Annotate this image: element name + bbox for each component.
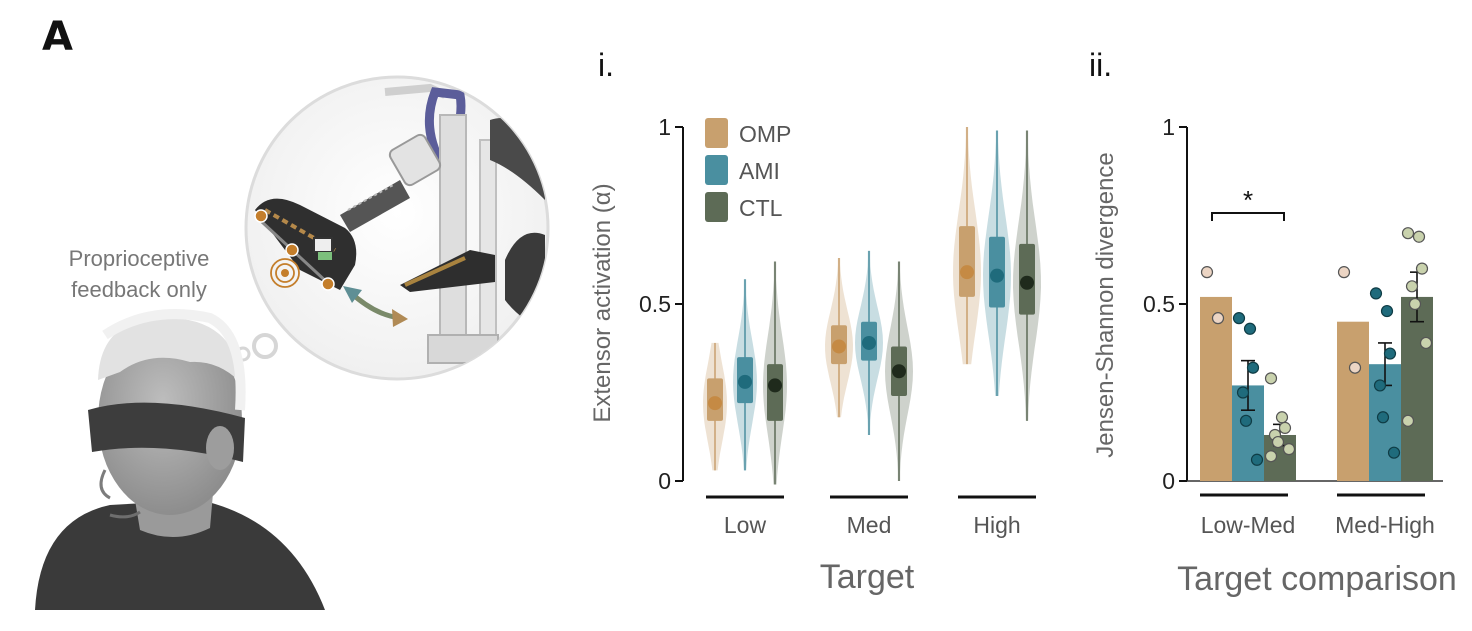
motion-arrow-icon [343, 286, 408, 327]
data-point [1401, 414, 1415, 427]
x-tick-label: Med-High [1335, 512, 1435, 538]
robot-device-illustration [254, 83, 545, 371]
data-point [1236, 386, 1250, 399]
data-point [1401, 227, 1415, 240]
data-point [1264, 450, 1278, 463]
data-point [1380, 304, 1394, 318]
significance-label: * [1243, 185, 1253, 215]
data-point [1282, 443, 1296, 456]
legend-swatch-ami [705, 155, 728, 185]
data-point [1337, 266, 1351, 279]
panel-i-label: i. [598, 47, 614, 83]
median-point [862, 335, 876, 350]
data-point [1278, 421, 1292, 434]
data-point [1415, 262, 1429, 275]
median-point [892, 364, 906, 379]
y-tick-label: 0.5 [1143, 291, 1175, 317]
median-point [768, 378, 782, 393]
data-point [1412, 230, 1426, 243]
illustration: Proprioceptive feedback only [35, 75, 550, 610]
significance-bracket [1211, 212, 1285, 221]
data-point [1405, 280, 1419, 293]
y-tick-label: 0 [658, 468, 671, 494]
y-axis-title: Extensor activation (α) [589, 183, 616, 422]
legend-label-omp: OMP [739, 121, 791, 147]
data-point [1200, 266, 1214, 279]
data-point [1271, 435, 1285, 449]
data-point [1408, 297, 1422, 311]
x-tick-label: Med [847, 512, 892, 538]
y-tick-label: 1 [658, 114, 671, 140]
violin-chart: 0 0.5 1 Low Med High Extensor activation (α)… [589, 114, 1041, 596]
data-point [1243, 322, 1257, 335]
data-point [1383, 347, 1397, 360]
x-axis-title: Target comparison [1177, 560, 1457, 598]
data-point [1264, 372, 1278, 385]
data-point [1246, 361, 1260, 374]
data-point [1369, 287, 1383, 300]
data-point [1275, 411, 1289, 424]
y-axis-title: Jensen-Shannon divergence [1092, 152, 1119, 458]
data-point [1211, 312, 1225, 325]
data-point [1387, 446, 1401, 459]
median-point [832, 339, 846, 354]
x-axis-title: Target [820, 558, 915, 596]
x-tick-label: Low [724, 512, 767, 538]
panel-ii-label: ii. [1089, 47, 1112, 83]
caption-line-1: Proprioceptive [69, 246, 210, 271]
data-point [1373, 379, 1387, 392]
median-point [708, 396, 722, 411]
data-point [1250, 453, 1264, 466]
y-tick-label: 0 [1162, 468, 1175, 494]
caption-line-2: feedback only [71, 277, 207, 302]
data-point [1419, 336, 1433, 350]
legend-label-ctl: CTL [739, 195, 783, 221]
blindfolded-person-illustration [35, 309, 325, 610]
legend-swatch-ctl [705, 192, 728, 222]
x-tick-label: High [973, 512, 1020, 538]
panel-label: A [42, 14, 73, 60]
data-point [1348, 361, 1362, 374]
median-point [1020, 275, 1034, 290]
median-point [738, 374, 752, 389]
data-point [1232, 312, 1246, 325]
bar-omp-med-high [1337, 321, 1369, 481]
median-point [960, 265, 974, 280]
y-tick-label: 1 [1162, 114, 1175, 140]
device-circle [244, 75, 550, 381]
y-tick-label: 0.5 [639, 291, 671, 317]
bar-chart: 0 0.5 1 * Low-Med Med-High Jensen-Shannon d… [1092, 114, 1457, 598]
median-point [990, 268, 1004, 283]
data-point [1239, 414, 1253, 427]
legend-label-ami: AMI [739, 158, 780, 184]
x-tick-label: Low-Med [1201, 512, 1296, 538]
vibration-icon [270, 258, 300, 288]
iqr-box [767, 364, 783, 421]
data-point [1376, 411, 1390, 424]
legend-swatch-omp [705, 118, 728, 148]
thought-bubble [252, 333, 278, 359]
legend: OMP AMI CTL [705, 118, 791, 222]
bar-ctl-med-high [1401, 296, 1433, 481]
bar-omp-low-med [1200, 296, 1232, 481]
iqr-box [959, 226, 975, 297]
